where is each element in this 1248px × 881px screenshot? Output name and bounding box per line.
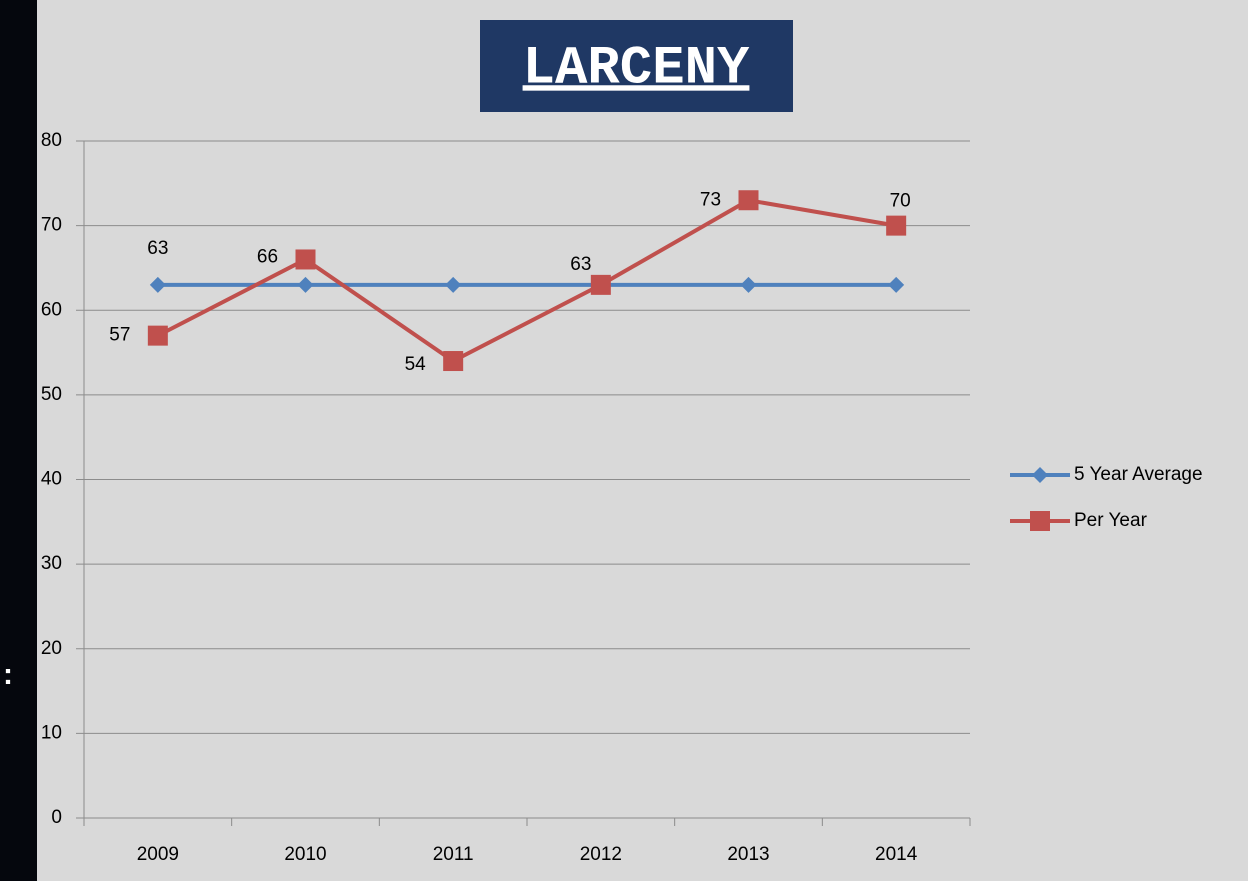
x-tick-label: 2013 [727, 844, 769, 865]
marker [738, 190, 759, 211]
y-tick-label: 50 [41, 384, 62, 405]
y-tick-label: 70 [41, 215, 62, 236]
marker [888, 276, 905, 293]
marker [1032, 467, 1048, 483]
x-tick-label: 2009 [137, 844, 179, 865]
marker [443, 351, 464, 372]
data-label: 66 [257, 246, 278, 267]
y-tick-label: 40 [41, 469, 62, 490]
chart-title: LARCENY [523, 38, 750, 99]
marker [886, 215, 907, 236]
slide-fragment: : [3, 658, 13, 691]
data-label: 70 [890, 191, 911, 212]
y-tick-label: 30 [41, 553, 62, 574]
marker [149, 276, 166, 293]
data-label: 73 [700, 189, 721, 210]
x-tick-label: 2014 [875, 844, 918, 865]
x-tick-label: 2011 [433, 844, 474, 865]
data-label: 63 [570, 254, 591, 275]
series-line [156, 198, 897, 364]
marker [295, 249, 316, 270]
marker [1030, 511, 1050, 531]
y-tick-label: 0 [51, 807, 62, 828]
marker [147, 325, 168, 346]
title-box [480, 20, 793, 112]
marker [590, 274, 611, 295]
data-label: 57 [109, 325, 130, 346]
marker [445, 276, 462, 293]
data-label: 54 [405, 354, 427, 375]
legend-label: Per Year [1074, 510, 1148, 531]
y-tick-label: 60 [41, 299, 62, 320]
chart-area [37, 0, 1248, 881]
x-tick-label: 2012 [580, 844, 622, 865]
marker [297, 276, 314, 293]
legend-label: 5 Year Average [1074, 464, 1203, 485]
data-label: 63 [147, 238, 168, 259]
y-tick-label: 80 [41, 130, 62, 151]
x-tick-label: 2010 [284, 844, 326, 865]
y-tick-label: 20 [41, 638, 62, 659]
y-tick-label: 10 [41, 722, 62, 743]
marker [740, 276, 757, 293]
